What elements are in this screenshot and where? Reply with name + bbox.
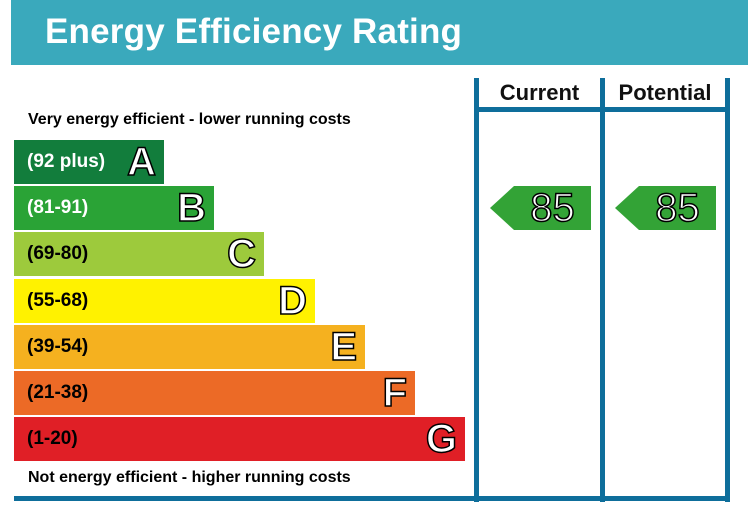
band-letter: D xyxy=(277,278,307,324)
potential-column-header: Potential xyxy=(618,80,712,105)
band-f: (21-38) F xyxy=(14,370,415,416)
band-letter: B xyxy=(176,185,206,231)
band-g: (1-20) G xyxy=(14,416,465,462)
current-column-header: Current xyxy=(499,80,580,105)
bottom-border xyxy=(14,496,730,501)
potential-arrow-shape xyxy=(615,186,716,230)
chart-title: Energy Efficiency Rating xyxy=(45,12,463,51)
band-letter: E xyxy=(330,324,358,370)
current-rating-arrow: 85 xyxy=(490,185,591,231)
band-range-label: (39-54) xyxy=(27,336,89,357)
band-range-label: (92 plus) xyxy=(27,151,106,172)
current-arrow-shape xyxy=(490,186,591,230)
band-letter: C xyxy=(226,231,256,277)
header-underline xyxy=(474,107,730,112)
potential-column-right-border xyxy=(725,78,730,502)
potential-rating-value: 85 xyxy=(655,185,701,231)
band-range-label: (69-80) xyxy=(27,243,89,264)
title-bar: Energy Efficiency Rating xyxy=(11,0,748,65)
divider-column-border xyxy=(600,78,605,502)
band-a: (92 plus) A xyxy=(14,139,164,185)
band-range-label: (21-38) xyxy=(27,382,89,403)
potential-rating-arrow: 85 xyxy=(615,185,716,231)
current-column-left-border xyxy=(474,78,479,502)
band-c: (69-80) C xyxy=(14,231,264,277)
band-range-label: (81-91) xyxy=(27,197,89,218)
band-letter: F xyxy=(382,370,408,416)
band-b: (81-91) B xyxy=(14,185,214,231)
current-rating-value: 85 xyxy=(530,185,576,231)
band-letter: A xyxy=(126,139,156,185)
bottom-caption: Not energy efficient - higher running co… xyxy=(28,469,351,486)
band-letter: G xyxy=(425,416,458,462)
band-d: (55-68) D xyxy=(14,278,315,324)
top-caption: Very energy efficient - lower running co… xyxy=(28,111,351,128)
band-range-label: (1-20) xyxy=(27,428,78,449)
band-e: (39-54) E xyxy=(14,324,365,370)
band-range-label: (55-68) xyxy=(27,290,89,311)
